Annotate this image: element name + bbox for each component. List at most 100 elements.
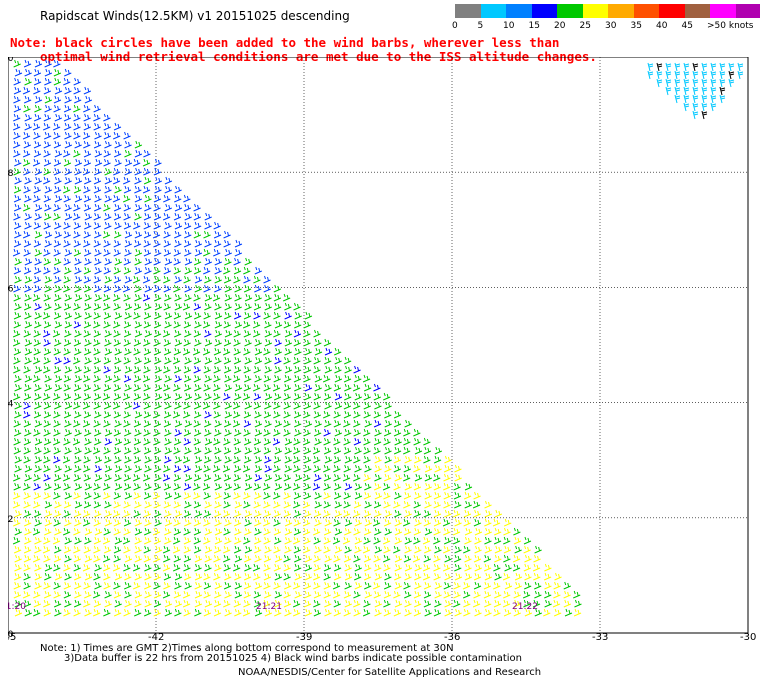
wind-barb xyxy=(43,140,51,149)
wind-barb xyxy=(434,446,443,455)
wind-barb xyxy=(172,356,181,365)
wind-barb xyxy=(24,464,33,473)
wind-barb xyxy=(212,293,221,302)
wind-barb xyxy=(142,185,151,194)
time-label: 21:20 xyxy=(8,602,26,612)
wind-barb xyxy=(683,86,690,96)
wind-barb xyxy=(283,473,291,482)
wind-barb xyxy=(553,590,561,599)
wind-barb xyxy=(283,419,291,428)
wind-barb xyxy=(423,509,432,518)
wind-barb xyxy=(342,509,351,518)
legend-label: 35 xyxy=(630,21,642,31)
wind-barb xyxy=(133,455,142,464)
wind-barb xyxy=(494,545,503,554)
wind-barb xyxy=(244,338,252,347)
wind-barb xyxy=(264,464,272,473)
wind-barb xyxy=(14,455,22,464)
wind-barb xyxy=(443,473,451,482)
wind-barb xyxy=(84,338,92,347)
wind-barb xyxy=(13,185,22,194)
wind-barb xyxy=(404,509,412,518)
wind-barb xyxy=(43,581,51,590)
wind-barb xyxy=(53,167,62,176)
wind-barb xyxy=(284,455,292,464)
wind-barb xyxy=(63,239,71,248)
wind-barb xyxy=(14,563,22,572)
wind-barb xyxy=(64,140,73,149)
wind-barb xyxy=(182,347,191,356)
wind-barb xyxy=(43,113,52,122)
wind-barb xyxy=(253,536,262,545)
wind-barb xyxy=(333,473,341,482)
wind-barb xyxy=(433,473,441,482)
wind-barb xyxy=(64,167,72,176)
wind-barb xyxy=(203,572,211,581)
wind-barb xyxy=(94,149,102,158)
wind-barb xyxy=(83,464,91,473)
wind-barb xyxy=(423,590,432,599)
wind-barb xyxy=(44,563,53,572)
wind-barb xyxy=(484,599,492,608)
wind-barb xyxy=(272,383,281,392)
wind-barb xyxy=(84,446,92,455)
wind-barb xyxy=(554,572,562,581)
wind-barb xyxy=(244,563,252,572)
wind-barb xyxy=(544,581,552,590)
wind-barb xyxy=(243,383,252,392)
wind-barb xyxy=(193,437,201,446)
wind-barb xyxy=(674,94,681,104)
wind-barb xyxy=(153,356,162,365)
wind-barb xyxy=(383,545,391,554)
wind-barb xyxy=(253,545,262,554)
wind-barb xyxy=(174,608,182,617)
wind-barb xyxy=(124,365,133,374)
wind-barb xyxy=(503,536,511,545)
wind-barb xyxy=(114,356,122,365)
wind-barb xyxy=(14,257,22,266)
wind-barb xyxy=(164,311,173,320)
wind-barb xyxy=(262,518,271,527)
wind-barb xyxy=(443,536,452,545)
wind-barb xyxy=(84,95,93,104)
wind-barb xyxy=(433,500,441,509)
legend-label: 10 xyxy=(503,21,515,31)
wind-barb xyxy=(194,239,202,248)
wind-barb xyxy=(113,590,122,599)
wind-barb xyxy=(93,536,102,545)
wind-barb xyxy=(113,608,122,617)
wind-barb xyxy=(64,311,72,320)
wind-barb xyxy=(102,230,111,239)
wind-barb xyxy=(253,302,262,311)
wind-barb xyxy=(203,284,211,293)
wind-barb xyxy=(22,203,31,212)
wind-barb xyxy=(312,446,321,455)
wind-barb xyxy=(204,239,212,248)
wind-barb xyxy=(53,473,62,482)
wind-barb xyxy=(303,446,312,455)
wind-barb xyxy=(443,590,451,599)
wind-barb xyxy=(103,572,111,581)
wind-barb xyxy=(284,527,292,536)
wind-barb xyxy=(314,338,322,347)
wind-barb xyxy=(292,581,301,590)
wind-barb xyxy=(113,149,122,158)
wind-barb xyxy=(223,275,232,284)
wind-barb xyxy=(103,320,111,329)
wind-barb xyxy=(84,482,92,491)
wind-barb xyxy=(284,581,292,590)
wind-barb xyxy=(701,70,708,80)
wind-barb xyxy=(33,473,41,482)
wind-barb xyxy=(304,347,312,356)
wind-barb xyxy=(234,500,242,509)
wind-barb xyxy=(23,545,32,554)
wind-barb xyxy=(133,338,142,347)
wind-barb xyxy=(24,68,32,77)
wind-barb xyxy=(104,212,112,221)
wind-barb xyxy=(164,374,172,383)
wind-barb xyxy=(43,266,51,275)
wind-barb xyxy=(454,545,462,554)
wind-barb xyxy=(454,518,462,527)
wind-barb xyxy=(323,338,332,347)
wind-barb xyxy=(104,176,113,185)
